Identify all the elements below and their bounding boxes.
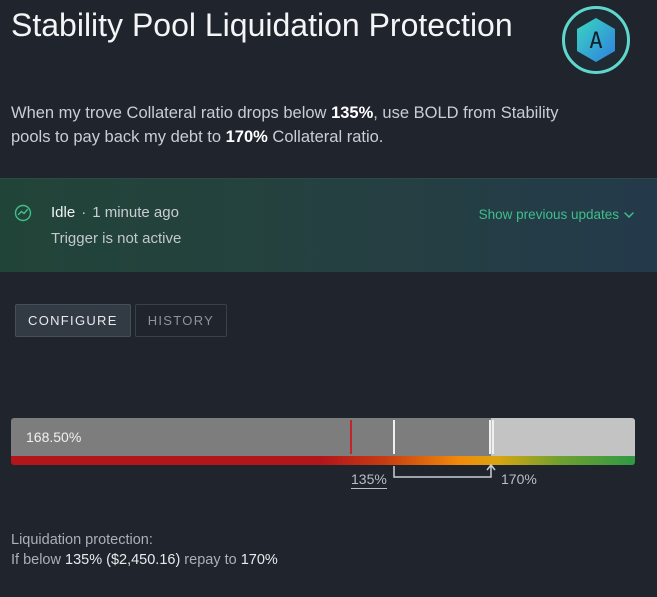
ratio-bar-filled bbox=[11, 418, 491, 456]
status-summary: Idle · 1 minute ago bbox=[51, 204, 179, 221]
liquidation-marker bbox=[350, 420, 352, 454]
tab-configure[interactable]: CONFIGURE bbox=[15, 304, 131, 337]
status-detail: Trigger is not active bbox=[51, 230, 182, 247]
target-ratio: 170% bbox=[225, 128, 268, 146]
current-ratio-value: 168.50% bbox=[26, 429, 82, 445]
status-separator: · bbox=[81, 204, 87, 221]
summary-heading: Liquidation protection: bbox=[11, 532, 153, 548]
ratio-bar-remaining bbox=[491, 418, 635, 456]
target-marker[interactable] bbox=[492, 420, 494, 454]
trigger-description: When my trove Collateral ratio drops bel… bbox=[11, 104, 559, 146]
hexagon-a-logo: A bbox=[577, 18, 615, 62]
trigger-ratio: 135% bbox=[331, 104, 374, 122]
show-previous-label: Show previous updates bbox=[478, 207, 619, 222]
risk-gradient bbox=[11, 456, 635, 465]
protocol-logo: A bbox=[562, 6, 630, 74]
protection-summary: Liquidation protection: If below 135% ($… bbox=[11, 530, 278, 570]
summary-detail: If below 135% ($2,450.16) repay to 170% bbox=[11, 552, 278, 568]
gauge-icon bbox=[14, 204, 32, 227]
current-ratio-marker bbox=[489, 420, 491, 454]
summary-trigger: 135% ($2,450.16) bbox=[65, 552, 181, 568]
trigger-label: 135% bbox=[351, 471, 387, 489]
status-time: 1 minute ago bbox=[92, 204, 179, 221]
chevron-down-icon bbox=[624, 211, 634, 218]
collateral-ratio-bar: 168.50% 135% 170% bbox=[11, 418, 635, 518]
show-previous-updates-button[interactable]: Show previous updates bbox=[479, 207, 635, 222]
status-state: Idle bbox=[51, 204, 76, 221]
tab-bar: CONFIGURE HISTORY bbox=[15, 304, 228, 337]
trigger-target-bracket bbox=[393, 463, 496, 478]
trigger-marker[interactable] bbox=[393, 420, 395, 454]
summary-target: 170% bbox=[240, 552, 278, 568]
page-title: Stability Pool Liquidation Protection bbox=[11, 7, 513, 43]
target-label: 170% bbox=[501, 471, 537, 487]
tab-history[interactable]: HISTORY bbox=[134, 304, 228, 337]
badge-letter: A bbox=[589, 29, 602, 54]
status-panel: Idle · 1 minute ago Trigger is not active … bbox=[0, 178, 657, 272]
